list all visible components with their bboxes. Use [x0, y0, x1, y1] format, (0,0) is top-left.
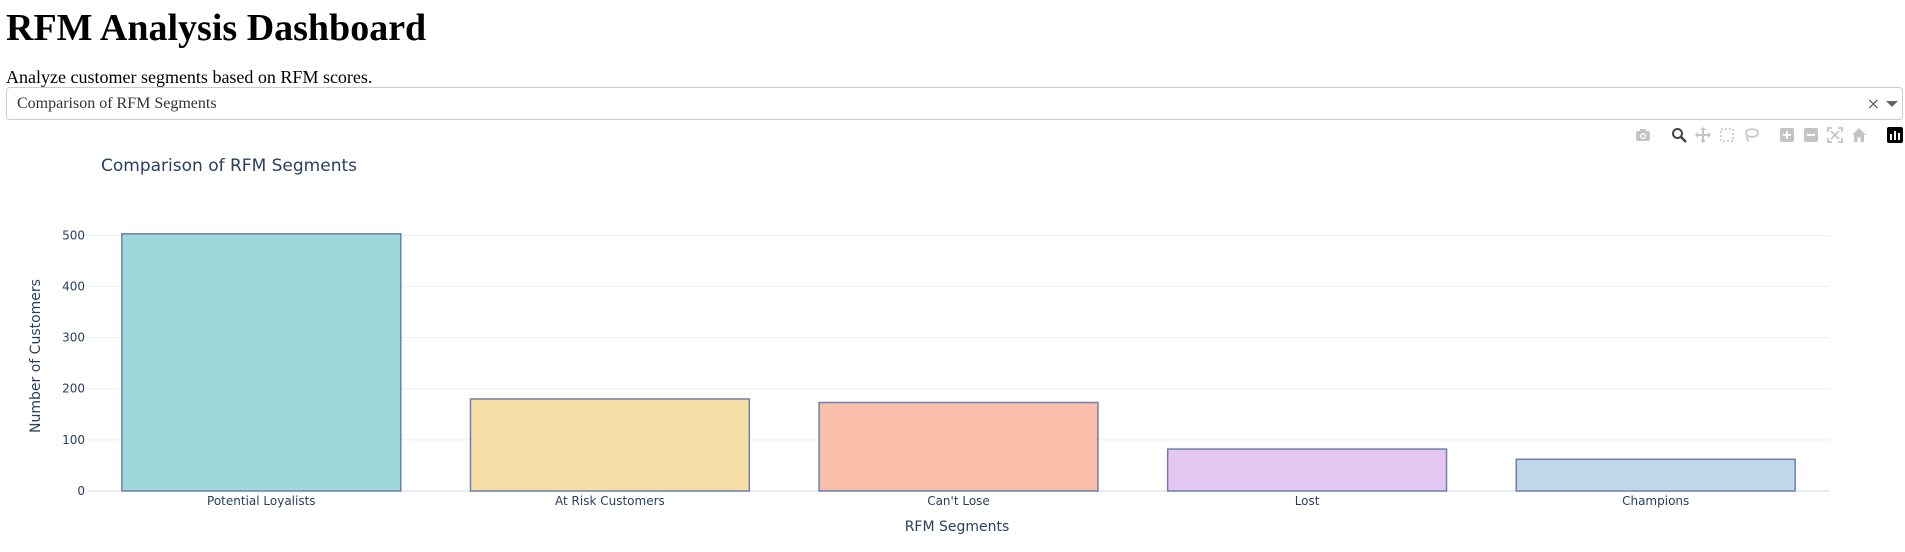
camera-icon[interactable]	[1635, 127, 1651, 143]
y-tick-label: 100	[62, 433, 85, 447]
zoom-out-icon[interactable]	[1803, 127, 1819, 143]
chevron-down-icon[interactable]	[1886, 101, 1898, 107]
y-axis-title: Number of Customers	[28, 279, 44, 433]
x-tick-label: At Risk Customers	[555, 494, 665, 508]
bar-lost[interactable]	[1166, 448, 1448, 492]
pan-icon[interactable]	[1695, 127, 1711, 143]
zoom-icon[interactable]	[1671, 127, 1687, 143]
lasso-select-icon[interactable]	[1743, 127, 1759, 143]
bars	[121, 233, 1796, 492]
x-axis-ticks: Potential Loyalists At Risk Customers Can'…	[207, 494, 1689, 508]
dropdown-selected-value: Comparison of RFM Segments	[17, 95, 217, 112]
y-tick-label: 400	[62, 279, 85, 293]
plotly-logo-icon[interactable]	[1887, 127, 1903, 143]
x-tick-label: Potential Loyalists	[207, 494, 316, 508]
autoscale-icon[interactable]	[1827, 127, 1843, 143]
bar-champions[interactable]	[1515, 458, 1796, 492]
x-tick-label: Champions	[1622, 494, 1689, 508]
bar-at-risk-customers[interactable]	[469, 398, 751, 492]
page-description: Analyze customer segments based on RFM s…	[6, 67, 373, 87]
y-tick-label: 500	[62, 228, 85, 242]
y-axis-ticks: 0 100 200 300 400 500	[62, 228, 85, 498]
bar-chart[interactable]: Comparison of RFM Segments 0 100 200 300 400…	[0, 120, 1905, 540]
chart-modebar	[1627, 126, 1905, 144]
box-select-icon[interactable]	[1719, 127, 1735, 143]
x-axis-title: RFM Segments	[905, 519, 1010, 535]
chart-selector-dropdown[interactable]: Comparison of RFM Segments ×	[6, 87, 1903, 120]
bar-potential-loyalists[interactable]	[121, 233, 402, 492]
clear-selection-icon[interactable]: ×	[1866, 94, 1880, 113]
reset-axes-icon[interactable]	[1851, 127, 1867, 143]
x-tick-label: Lost	[1295, 494, 1320, 508]
x-tick-label: Can't Lose	[927, 494, 990, 508]
page-title: RFM Analysis Dashboard	[6, 7, 427, 49]
zoom-in-icon[interactable]	[1779, 127, 1795, 143]
chart-title: Comparison of RFM Segments	[101, 156, 357, 176]
y-tick-label: 300	[62, 331, 85, 345]
y-tick-label: 0	[77, 484, 85, 498]
y-tick-label: 200	[62, 382, 85, 396]
bar-can-t-lose[interactable]	[818, 401, 1099, 492]
